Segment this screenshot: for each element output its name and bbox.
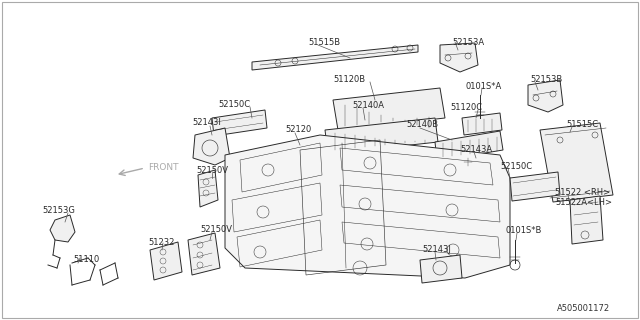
Text: 51515C: 51515C	[566, 120, 598, 129]
Text: 51515B: 51515B	[308, 38, 340, 47]
Text: 52150V: 52150V	[200, 225, 232, 234]
Polygon shape	[440, 43, 478, 72]
Polygon shape	[193, 128, 230, 165]
Polygon shape	[570, 196, 603, 244]
Polygon shape	[435, 131, 503, 161]
Text: 51522 <RH>: 51522 <RH>	[555, 188, 610, 197]
Text: 52153A: 52153A	[452, 38, 484, 47]
Text: 52153G: 52153G	[42, 206, 75, 215]
Text: 51120B: 51120B	[333, 75, 365, 84]
Polygon shape	[462, 113, 502, 135]
Text: 52143A: 52143A	[460, 145, 492, 154]
Text: 52143I: 52143I	[192, 118, 221, 127]
Polygon shape	[252, 45, 418, 70]
Polygon shape	[225, 135, 510, 278]
Polygon shape	[150, 242, 182, 280]
Text: 0101S*B: 0101S*B	[505, 226, 541, 235]
Polygon shape	[325, 118, 438, 154]
Polygon shape	[188, 233, 220, 275]
Text: FRONT: FRONT	[148, 163, 179, 172]
Polygon shape	[510, 172, 560, 201]
Text: 51232: 51232	[148, 238, 174, 247]
Text: 52120: 52120	[285, 125, 311, 134]
Polygon shape	[540, 123, 613, 202]
Polygon shape	[528, 80, 563, 112]
Text: 51522A<LH>: 51522A<LH>	[555, 198, 612, 207]
Text: 52140B: 52140B	[406, 120, 438, 129]
Text: 52150C: 52150C	[500, 162, 532, 171]
Text: 52150V: 52150V	[196, 166, 228, 175]
Text: 51120C: 51120C	[450, 103, 482, 112]
Text: 52150C: 52150C	[218, 100, 250, 109]
Text: 0101S*A: 0101S*A	[466, 82, 502, 91]
Text: 52140A: 52140A	[352, 101, 384, 110]
Polygon shape	[333, 88, 445, 130]
Polygon shape	[478, 157, 502, 173]
Text: A505001172: A505001172	[557, 304, 610, 313]
Text: 52143J: 52143J	[422, 245, 451, 254]
Polygon shape	[212, 110, 267, 136]
Polygon shape	[198, 170, 218, 207]
Polygon shape	[50, 215, 75, 242]
Text: 52153B: 52153B	[530, 75, 563, 84]
Polygon shape	[420, 255, 462, 283]
Text: 51110: 51110	[73, 255, 99, 264]
